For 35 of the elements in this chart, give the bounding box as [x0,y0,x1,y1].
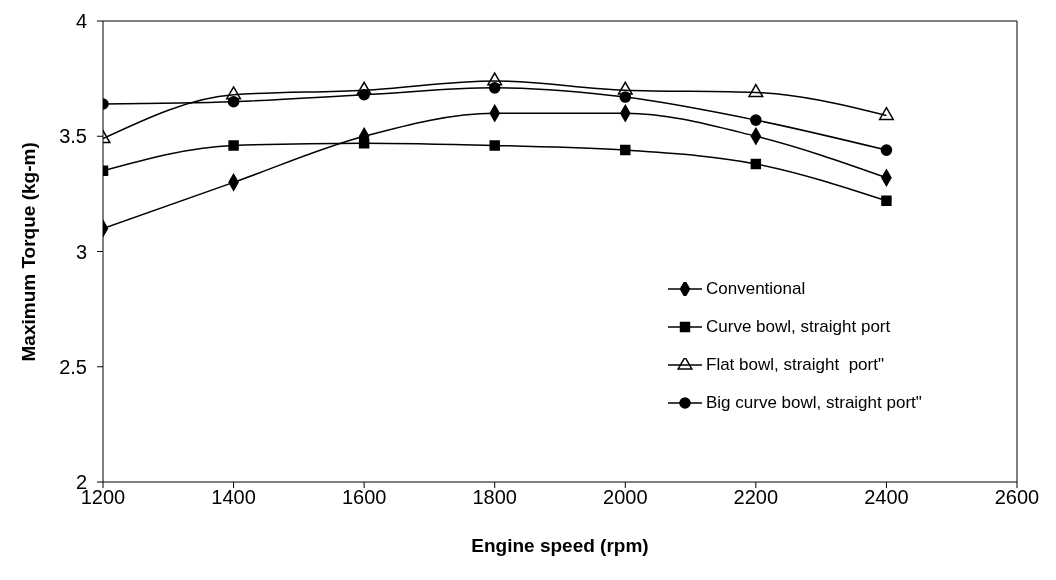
y-tick-label: 4 [75,10,87,33]
x-tick-label: 1800 [472,486,517,509]
point [228,140,239,151]
point [227,95,240,108]
point [488,82,501,94]
point [750,114,762,126]
point [620,144,631,156]
point [356,81,372,95]
point [358,88,370,101]
y-tick-label: 3 [75,240,87,263]
x-tick-label: 1600 [341,486,387,509]
legend-label: Curve bowl, straight port [706,317,891,337]
point [750,158,762,170]
point [878,106,894,121]
x-axis-title: Engine speed (rpm) [471,535,649,556]
point [619,91,632,103]
x-tick-label: 1400 [211,486,256,509]
point [226,86,242,100]
x-tick-label: 2600 [994,486,1040,509]
point [881,195,892,207]
y-tick-label: 2.5 [59,355,87,378]
y-tick-label: 3.5 [59,125,87,148]
legend-label: Big curve bowl, straight port" [706,393,922,413]
x-tick-label: 2200 [733,486,779,509]
point [358,137,370,149]
point [617,81,633,95]
y-axis-title: Maximum Torque (kg-m) [17,142,39,362]
legend-label: Flat bowl, straight port" [706,355,884,375]
point [489,140,500,151]
point [487,72,503,86]
x-tick-label: 2000 [603,486,648,509]
point [748,83,764,98]
point [880,144,893,156]
x-tick-label: 2400 [864,486,909,509]
legend-label: Conventional [706,279,806,299]
